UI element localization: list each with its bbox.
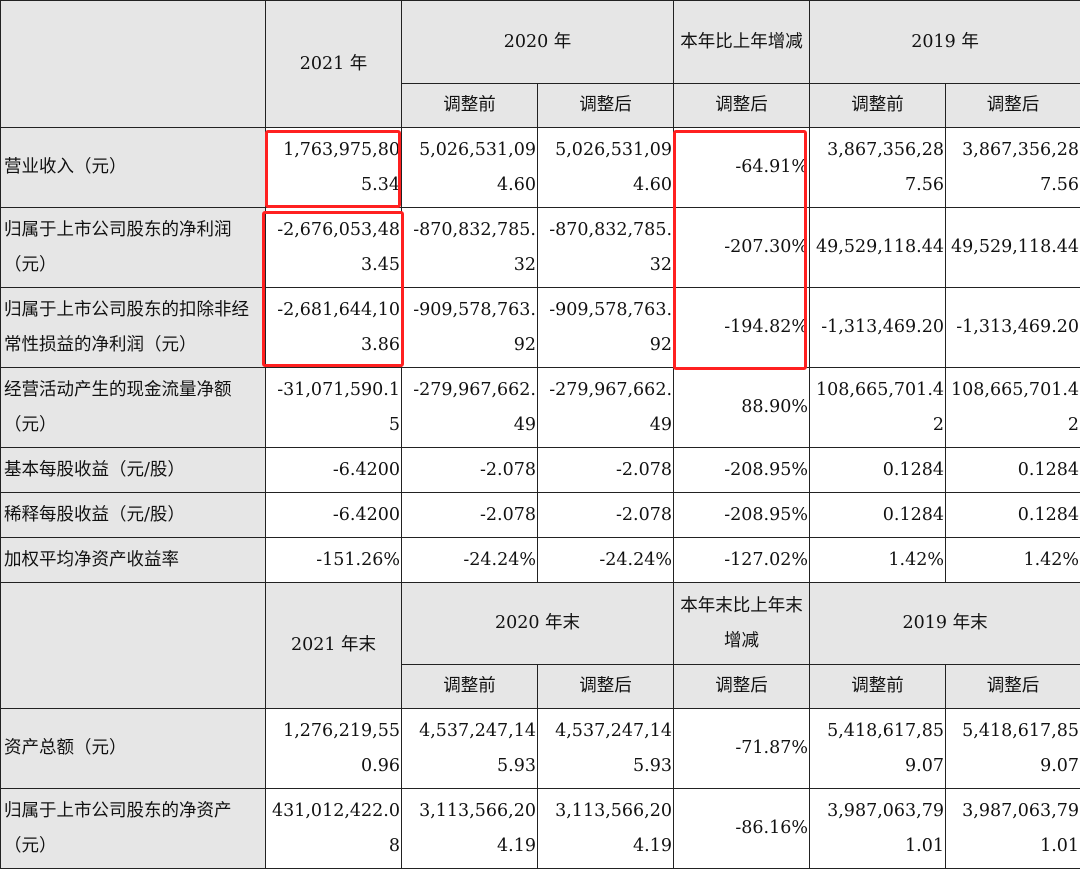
cell-2019-before: -1,313,469.20 xyxy=(809,287,947,368)
cell-2020-after: 4,537,247,145.93 xyxy=(536,708,675,789)
cell-2021: -151.26% xyxy=(265,537,402,583)
header-change-end: 本年末比上年末增减 xyxy=(673,582,811,665)
row-label: 营业收入（元） xyxy=(0,127,266,208)
cell-2019-after: 1.42% xyxy=(945,537,1080,583)
table-row: 营业收入（元） 1,763,975,805.34 5,026,531,094.6… xyxy=(0,127,1080,208)
header-2019-before: 调整前 xyxy=(809,664,947,709)
cell-change: -127.02% xyxy=(673,537,811,583)
cell-2021: -31,071,590.15 xyxy=(265,367,402,448)
cell-2021: -6.4200 xyxy=(265,447,402,493)
cell-2019-before: 5,418,617,859.07 xyxy=(809,708,947,789)
cell-2019-before: 0.1284 xyxy=(809,492,947,538)
cell-2020-before: -2.078 xyxy=(401,447,538,493)
row-label: 经营活动产生的现金流量净额（元） xyxy=(0,367,266,448)
cell-2021: 1,763,975,805.34 xyxy=(265,127,402,208)
header-corner xyxy=(0,0,266,128)
cell-2019-before: 108,665,701.42 xyxy=(809,367,947,448)
cell-2020-before: 5,026,531,094.60 xyxy=(401,127,538,208)
header-change: 本年比上年增减 xyxy=(673,0,811,84)
cell-change: -194.82% xyxy=(673,287,811,368)
cell-2019-after: 3,867,356,287.56 xyxy=(945,127,1080,208)
cell-2020-after: 3,113,566,204.19 xyxy=(536,788,675,869)
cell-2020-after: -909,578,763.92 xyxy=(536,287,675,368)
header-2019-after: 调整后 xyxy=(945,83,1080,128)
cell-2021: -2,676,053,483.45 xyxy=(265,207,402,288)
header-2020-after: 调整后 xyxy=(536,664,675,709)
cell-change: 88.90% xyxy=(673,367,811,448)
cell-2019-after: 108,665,701.42 xyxy=(945,367,1080,448)
header-change-after: 调整后 xyxy=(673,664,811,709)
cell-change: -86.16% xyxy=(673,788,811,869)
table-row: 加权平均净资产收益率 -151.26% -24.24% -24.24% -127… xyxy=(0,537,1080,583)
cell-2020-after: -24.24% xyxy=(536,537,675,583)
cell-2019-after: 49,529,118.44 xyxy=(945,207,1080,288)
cell-2019-before: 3,867,356,287.56 xyxy=(809,127,947,208)
table-row: 稀释每股收益（元/股） -6.4200 -2.078 -2.078 -208.9… xyxy=(0,492,1080,538)
cell-2020-before: -909,578,763.92 xyxy=(401,287,538,368)
row-label: 加权平均净资产收益率 xyxy=(0,537,266,583)
cell-2019-before: 3,987,063,791.01 xyxy=(809,788,947,869)
header-2021: 2021 年 xyxy=(265,0,402,128)
cell-2020-after: 5,026,531,094.60 xyxy=(536,127,675,208)
cell-2020-after: -279,967,662.49 xyxy=(536,367,675,448)
header-2019-before: 调整前 xyxy=(809,83,947,128)
cell-2021: 1,276,219,550.96 xyxy=(265,708,402,789)
cell-2019-before: 1.42% xyxy=(809,537,947,583)
header-2020-before: 调整前 xyxy=(401,83,538,128)
table-row: 归属于上市公司股东的净利润（元） -2,676,053,483.45 -870,… xyxy=(0,207,1080,288)
cell-change: -64.91% xyxy=(673,127,811,208)
cell-2021: -6.4200 xyxy=(265,492,402,538)
table-row: 归属于上市公司股东的净资产（元） 431,012,422.08 3,113,56… xyxy=(0,788,1080,869)
header-corner xyxy=(0,582,266,709)
cell-2019-after: 3,987,063,791.01 xyxy=(945,788,1080,869)
cell-2020-before: -279,967,662.49 xyxy=(401,367,538,448)
cell-2019-after: 0.1284 xyxy=(945,492,1080,538)
cell-2021: -2,681,644,103.86 xyxy=(265,287,402,368)
cell-2020-after: -2.078 xyxy=(536,492,675,538)
row-label: 归属于上市公司股东的扣除非经常性损益的净利润（元） xyxy=(0,287,266,368)
cell-2020-before: -870,832,785.32 xyxy=(401,207,538,288)
header-change-after: 调整后 xyxy=(673,83,811,128)
header-2019-end: 2019 年末 xyxy=(809,582,1080,665)
cell-2020-before: -24.24% xyxy=(401,537,538,583)
cell-change: -71.87% xyxy=(673,708,811,789)
cell-2021: 431,012,422.08 xyxy=(265,788,402,869)
cell-2019-after: 5,418,617,859.07 xyxy=(945,708,1080,789)
cell-2020-before: 4,537,247,145.93 xyxy=(401,708,538,789)
cell-change: -207.30% xyxy=(673,207,811,288)
row-label: 资产总额（元） xyxy=(0,708,266,789)
cell-2020-after: -2.078 xyxy=(536,447,675,493)
table-row: 经营活动产生的现金流量净额（元） -31,071,590.15 -279,967… xyxy=(0,367,1080,448)
cell-2020-after: -870,832,785.32 xyxy=(536,207,675,288)
cell-2020-before: 3,113,566,204.19 xyxy=(401,788,538,869)
header-2020: 2020 年 xyxy=(400,0,675,84)
cell-change: -208.95% xyxy=(673,492,811,538)
row-label: 归属于上市公司股东的净资产（元） xyxy=(0,788,266,869)
header-2020-end: 2020 年末 xyxy=(400,582,675,665)
table-row: 归属于上市公司股东的扣除非经常性损益的净利润（元） -2,681,644,103… xyxy=(0,287,1080,368)
header-2019-after: 调整后 xyxy=(945,664,1080,709)
row-label: 稀释每股收益（元/股） xyxy=(0,492,266,538)
header-2020-after: 调整后 xyxy=(536,83,675,128)
cell-2019-after: 0.1284 xyxy=(945,447,1080,493)
row-label: 归属于上市公司股东的净利润（元） xyxy=(0,207,266,288)
table-row: 基本每股收益（元/股） -6.4200 -2.078 -2.078 -208.9… xyxy=(0,447,1080,493)
header-2020-before: 调整前 xyxy=(401,664,538,709)
cell-2019-before: 0.1284 xyxy=(809,447,947,493)
cell-2019-before: 49,529,118.44 xyxy=(809,207,947,288)
cell-2020-before: -2.078 xyxy=(401,492,538,538)
row-label: 基本每股收益（元/股） xyxy=(0,447,266,493)
cell-change: -208.95% xyxy=(673,447,811,493)
table-row: 资产总额（元） 1,276,219,550.96 4,537,247,145.9… xyxy=(0,708,1080,789)
cell-2019-after: -1,313,469.20 xyxy=(945,287,1080,368)
header-2021-end: 2021 年末 xyxy=(265,582,402,709)
header-2019: 2019 年 xyxy=(809,0,1080,84)
